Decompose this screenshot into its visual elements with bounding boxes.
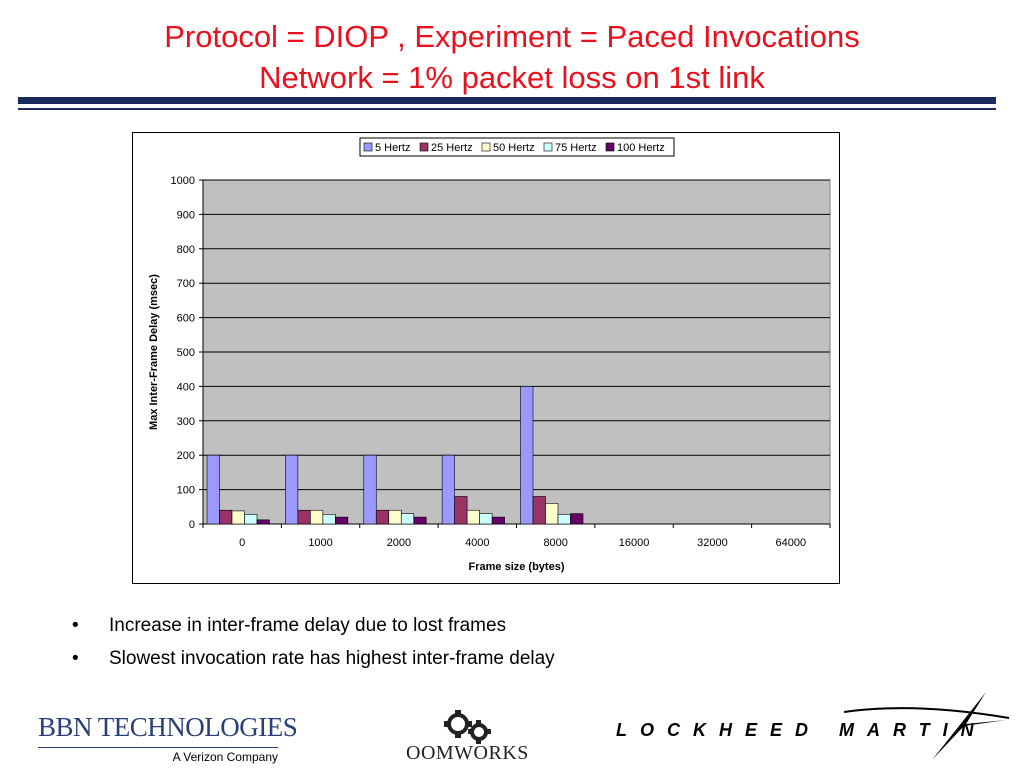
legend-label: 50 Hertz <box>493 142 535 154</box>
legend-swatch <box>363 142 373 152</box>
y-axis-label: Max Inter-Frame Delay (msec) <box>148 274 160 430</box>
bullet-text: Increase in inter-frame delay due to los… <box>109 615 507 636</box>
lockheed-martin-logo-name: LOCKHEED MARTIN <box>616 720 987 740</box>
legend-label: 75 Hertz <box>555 142 597 154</box>
y-tick-label: 800 <box>177 244 195 256</box>
gears-icon <box>444 710 491 744</box>
lockheed-star-icon <box>843 692 1010 760</box>
x-tick-label: 16000 <box>619 537 650 549</box>
bbn-logo-rule <box>38 747 278 748</box>
legend-swatch <box>419 142 429 152</box>
bar <box>545 503 559 525</box>
y-tick-label: 300 <box>177 416 195 428</box>
bar <box>219 509 233 525</box>
bar <box>375 509 390 525</box>
bar <box>244 514 258 525</box>
y-tick-label: 400 <box>177 381 195 393</box>
bar <box>206 454 220 525</box>
title-rule-thick <box>18 97 996 104</box>
slide-title-line-1: Protocol = DIOP , Experiment = Paced Inv… <box>164 19 860 54</box>
y-tick-label: 600 <box>177 313 195 325</box>
x-axis-label: Frame size (bytes) <box>469 561 565 573</box>
bar <box>413 516 427 525</box>
slide-title-line-2: Network = 1% packet loss on 1st link <box>259 60 765 95</box>
y-tick-label: 500 <box>177 347 195 359</box>
bbn-technologies-logo: BBN TECHNOLOGIES A Verizon Company <box>38 712 298 764</box>
bar <box>557 514 571 525</box>
legend-label: 5 Hertz <box>375 142 410 154</box>
bar <box>441 454 455 525</box>
bar <box>388 509 402 525</box>
bar <box>297 509 311 525</box>
x-tick-label: 64000 <box>776 537 807 549</box>
x-tick-label: 2000 <box>387 537 411 549</box>
bar <box>285 454 299 525</box>
bar <box>335 516 349 525</box>
oomworks-logo-name: OOMWORKS <box>406 742 529 764</box>
bullet-text: Slowest invocation rate has highest inte… <box>109 648 555 669</box>
legend-swatch <box>543 142 553 152</box>
chart-frame: 0 100 200 300 400 500 600 700 800 900 1000 0 1000 200… <box>132 132 840 584</box>
bar <box>310 509 324 525</box>
x-tick-label: 8000 <box>543 537 567 549</box>
title-rule-thin <box>18 108 996 110</box>
legend-label: 25 Hertz <box>431 142 473 154</box>
bar <box>491 516 505 525</box>
bar <box>466 509 480 525</box>
bar <box>479 513 493 525</box>
y-tick-label: 0 <box>189 519 195 531</box>
legend-label: 100 Hertz <box>617 142 665 154</box>
y-tick-label: 1000 <box>171 175 195 187</box>
bullet-dot: • <box>72 648 79 669</box>
lockheed-martin-logo: LOCKHEED MARTIN <box>614 690 1014 764</box>
legend-swatch <box>605 142 615 152</box>
bar <box>363 454 377 525</box>
legend <box>359 137 675 157</box>
bar <box>570 513 584 525</box>
bar <box>400 513 415 525</box>
bar <box>532 496 546 525</box>
y-tick-label: 700 <box>177 278 195 290</box>
bar <box>454 496 468 525</box>
y-tick-label: 200 <box>177 450 195 462</box>
bbn-logo-name: BBN TECHNOLOGIES <box>38 712 298 742</box>
bar <box>256 519 270 525</box>
x-tick-label: 1000 <box>308 537 332 549</box>
y-tick-label: 100 <box>177 485 195 497</box>
x-tick-label: 0 <box>239 537 245 549</box>
bullet-dot: • <box>72 615 79 636</box>
bar <box>322 514 336 525</box>
bar <box>231 510 245 525</box>
x-tick-label: 4000 <box>465 537 489 549</box>
bar <box>520 386 534 525</box>
x-tick-label: 32000 <box>697 537 728 549</box>
bar-chart: 0 100 200 300 400 500 600 700 800 900 1000 0 1000 200… <box>148 137 831 573</box>
legend-swatch <box>481 142 491 152</box>
bbn-logo-tagline: A Verizon Company <box>172 750 278 764</box>
y-tick-label: 900 <box>177 209 195 221</box>
oomworks-logo: OOMWORKS <box>402 708 548 766</box>
